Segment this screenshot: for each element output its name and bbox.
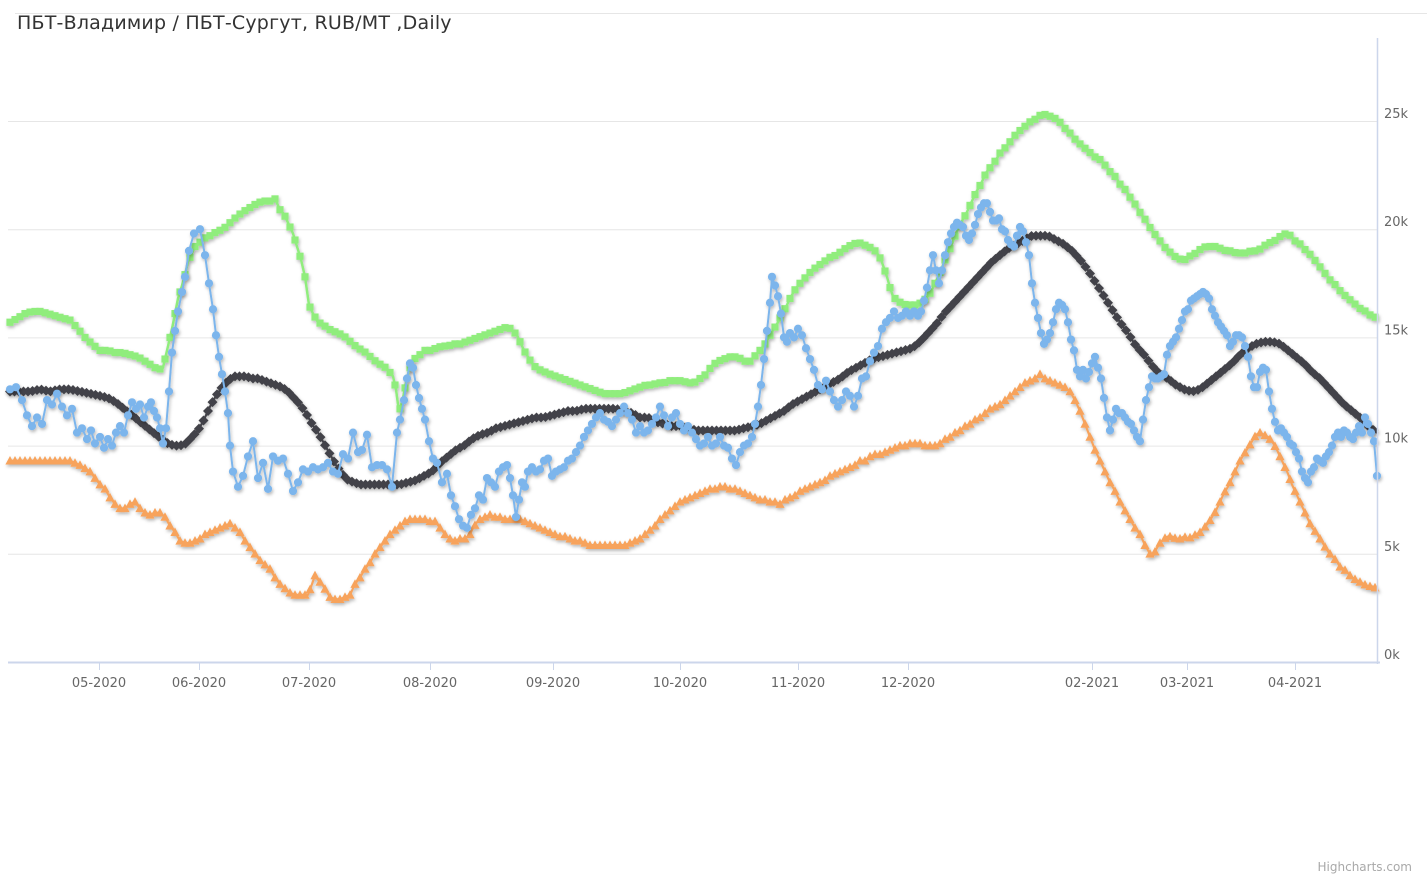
x-axis-label: 04-2021 (1268, 676, 1322, 691)
y-axis-label: 15k (1384, 323, 1409, 338)
x-axis-label: 02-2021 (1065, 676, 1119, 691)
y-axis-label: 5k (1384, 540, 1400, 555)
x-axis-labels: 05-2020 06-2020 07-2020 08-2020 09-2020 10-20… (72, 663, 1322, 691)
x-axis-label: 03-2021 (1160, 676, 1214, 691)
series-line (8, 113, 1379, 411)
x-axis-label: 05-2020 (72, 676, 126, 691)
series-dark-diamonds[interactable] (5, 230, 1379, 490)
x-axis-label: 09-2020 (526, 676, 580, 691)
y-axis-label: 20k (1384, 215, 1409, 230)
top-divider (15, 13, 1427, 14)
y-axis-label: 0k (1384, 648, 1400, 663)
series-line (8, 234, 1379, 486)
series-orange-triangles-markers (5, 369, 1380, 604)
x-axis-label: 12-2020 (881, 676, 935, 691)
x-axis-label: 07-2020 (282, 676, 336, 691)
y-axis-label: 10k (1384, 432, 1409, 447)
series-dark-diamonds-markers (5, 230, 1379, 490)
x-axis-label: 08-2020 (403, 676, 457, 691)
series-orange-triangles[interactable] (5, 369, 1380, 604)
series-green-squares[interactable] (6, 110, 1379, 413)
axes (8, 38, 1380, 664)
x-axis-label: 06-2020 (172, 676, 226, 691)
series-blue-circles-markers (5, 199, 1382, 532)
x-axis-label: 11-2020 (771, 676, 825, 691)
series-blue-circles[interactable] (5, 199, 1382, 532)
series-green-squares-markers (6, 110, 1379, 413)
highcharts-credit-link[interactable]: Highcharts.com (1317, 860, 1412, 874)
x-axis-label: 10-2020 (653, 676, 707, 691)
chart-title: ПБТ-Владимир / ПБТ-Сургут, RUB/MT ,Daily (17, 12, 452, 34)
gridlines (8, 121, 1377, 663)
y-axis-label: 25k (1384, 107, 1409, 122)
y-axis-labels: 0k 5k 10k 15k 20k 25k (1384, 107, 1409, 663)
series-line (8, 373, 1379, 601)
